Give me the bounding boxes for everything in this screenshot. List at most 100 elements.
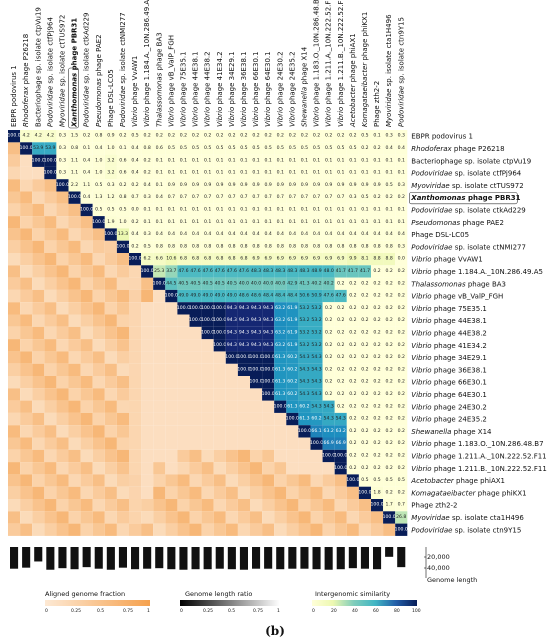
similarity-value: 0.0 (131, 206, 138, 212)
column-label-suffix: phage PAE2 (95, 34, 103, 78)
row-label: Xanthomonas phage PBR31 (410, 194, 520, 202)
similarity-value: 100.0 (213, 305, 226, 311)
similarity-cell (395, 302, 408, 315)
aligned-fraction-cell (20, 228, 33, 241)
column-label: Acetobacter phage phiAX1 (349, 33, 357, 128)
similarity-cell (383, 265, 396, 278)
similarity-cell (237, 314, 250, 327)
similarity-value: 0.2 (264, 133, 271, 139)
similarity-value: 0.2 (349, 465, 356, 471)
similarity-cell (56, 154, 69, 167)
aligned-fraction-cell (165, 462, 178, 475)
aligned-fraction-cell (104, 376, 117, 389)
similarity-cell (44, 154, 57, 167)
similarity-value: 0.9 (349, 182, 356, 188)
similarity-value: 100.0 (286, 416, 299, 422)
similarity-value: 0.9 (168, 182, 175, 188)
row-label-suffix: phage PAE2 (460, 219, 504, 227)
similarity-value: 94.3 (263, 342, 273, 348)
similarity-cell (201, 130, 214, 143)
similarity-cell (80, 179, 93, 192)
similarity-value: 0.8 (264, 243, 271, 249)
similarity-cell (346, 253, 359, 266)
aligned-fraction-cell (310, 449, 323, 463)
similarity-cell (322, 130, 335, 143)
aligned-fraction-cell (8, 449, 21, 463)
aligned-tick: 0.25 (71, 608, 81, 614)
similarity-cell (383, 277, 396, 290)
aligned-fraction-cell (44, 326, 57, 340)
similarity-value: 0.1 (313, 206, 320, 212)
row-label-italic: Komagataeibacter (411, 489, 476, 497)
similarity-cell (298, 228, 311, 241)
aligned-fraction-cell (262, 437, 275, 450)
aligned-fraction-cell (213, 412, 226, 426)
aligned-fraction-cell (322, 462, 335, 475)
similarity-value: 0.9 (252, 182, 259, 188)
similarity-value: 94.3 (239, 317, 249, 323)
similarity-cell (177, 166, 190, 180)
row-label-suffix: phage 64E30.1 (432, 391, 487, 399)
similarity-cell (153, 203, 166, 217)
similarity-cell (334, 228, 347, 241)
similarity-cell (395, 523, 408, 536)
aligned-fraction-cell (237, 499, 250, 512)
similarity-cell (153, 240, 166, 253)
row-label-suffix: phage phiKX1 (476, 489, 527, 497)
similarity-value: 0.6 (156, 145, 163, 151)
similarity-value: 0.1 (143, 206, 150, 212)
column-label-suffix: phage 41E34.2 (216, 51, 224, 106)
similarity-cell (116, 216, 129, 229)
similarity-cell (177, 203, 190, 217)
similarity-cell (141, 130, 154, 143)
aligned-fraction-cell (20, 388, 33, 401)
aligned-fraction-cell (8, 203, 21, 217)
similarity-value: 0.2 (228, 133, 235, 139)
aligned-fraction-cell (20, 523, 33, 536)
similarity-value: 0.2 (349, 379, 356, 385)
similarity-value: 0.5 (337, 145, 344, 151)
similarity-cell (358, 277, 371, 290)
similarity-cell (189, 265, 202, 278)
similarity-value: 0.2 (337, 403, 344, 409)
column-label-suffix: sp. isolate ctfPj964 (46, 17, 54, 86)
similarity-cell (395, 326, 408, 340)
similarity-cell (310, 400, 323, 413)
similarity-value: 0.5 (349, 145, 356, 151)
aligned-fraction-cell (8, 486, 21, 499)
similarity-value: 0.1 (313, 157, 320, 163)
aligned-fraction-cell (262, 449, 275, 463)
similarity-value: 54.3 (311, 354, 321, 360)
similarity-cell (250, 302, 263, 315)
aligned-fraction-cell (8, 388, 21, 401)
similarity-value: 0.2 (373, 293, 380, 299)
aligned-fraction-cell (80, 351, 93, 364)
similarity-cell (116, 130, 129, 143)
similarity-cell (286, 216, 299, 229)
aligned-fraction-cell (44, 388, 57, 401)
aligned-fraction-cell (8, 412, 21, 426)
similarity-cell (44, 166, 57, 180)
similarity-value: 6.8 (192, 256, 199, 262)
similarity-value: 1.1 (71, 157, 78, 163)
similarity-cell (346, 191, 359, 204)
similarity-cell (141, 203, 154, 217)
similarity-cell (371, 203, 384, 217)
similarity-cell (129, 228, 142, 241)
column-label-italic: Vibrio (216, 107, 224, 127)
similarity-cell (225, 277, 238, 290)
column-label: Myoviridae sp. isolate cta1H496 (385, 14, 393, 127)
similarity-cell (237, 179, 250, 192)
similarity-value: 0.2 (373, 391, 380, 397)
aligned-fraction-cell (213, 474, 226, 487)
aligned-fraction-cell (44, 240, 57, 253)
row-label-italic: Podoviridae (411, 526, 452, 534)
genome-length-axis-label: Genome length (427, 576, 477, 584)
aligned-fraction-cell (68, 462, 81, 475)
genome-length-bar (82, 547, 91, 568)
similarity-value: 100.0 (104, 231, 117, 237)
similarity-value: 0.7 (325, 194, 332, 200)
similarity-cell (92, 216, 105, 229)
similarity-value: 0.2 (325, 391, 332, 397)
